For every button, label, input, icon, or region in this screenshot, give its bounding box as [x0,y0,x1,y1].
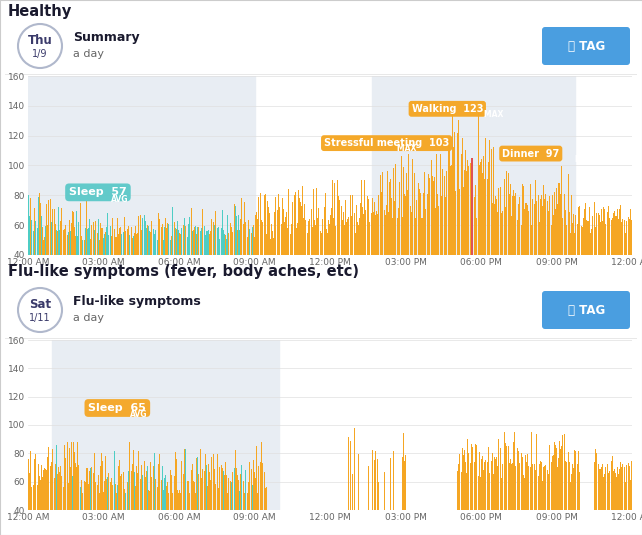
Text: Walking  123: Walking 123 [412,104,483,114]
Text: Sleep  57: Sleep 57 [69,187,127,197]
Text: Summary: Summary [73,32,139,44]
Text: 🔍 TAG: 🔍 TAG [568,40,605,52]
Text: a day: a day [73,313,104,323]
Text: MAX: MAX [413,110,504,119]
Text: MAX: MAX [504,155,594,164]
Bar [424,76,505,255]
FancyBboxPatch shape [542,291,630,329]
Text: Healthy: Healthy [8,4,73,19]
Text: Thu: Thu [28,34,53,47]
Text: Dinner  97: Dinner 97 [502,149,559,158]
Text: 1/9: 1/9 [32,49,48,59]
Bar [372,76,438,255]
Text: Stressful meeting  103: Stressful meeting 103 [324,138,449,148]
Text: Sat: Sat [29,297,51,310]
Text: Flu-like symptoms (fever, body aches, etc): Flu-like symptoms (fever, body aches, et… [8,264,359,279]
Text: 1/11: 1/11 [29,313,51,323]
Text: AVG: AVG [130,410,147,419]
Text: AVG: AVG [111,195,129,204]
Text: Flu-like symptoms: Flu-like symptoms [73,295,201,309]
Bar [499,76,575,255]
FancyBboxPatch shape [542,27,630,65]
Text: MAX: MAX [325,144,416,154]
Text: Sleep  65: Sleep 65 [89,403,146,413]
Bar [52,340,279,510]
Bar [28,76,254,255]
Text: a day: a day [73,49,104,59]
Text: 🔍 TAG: 🔍 TAG [568,303,605,317]
